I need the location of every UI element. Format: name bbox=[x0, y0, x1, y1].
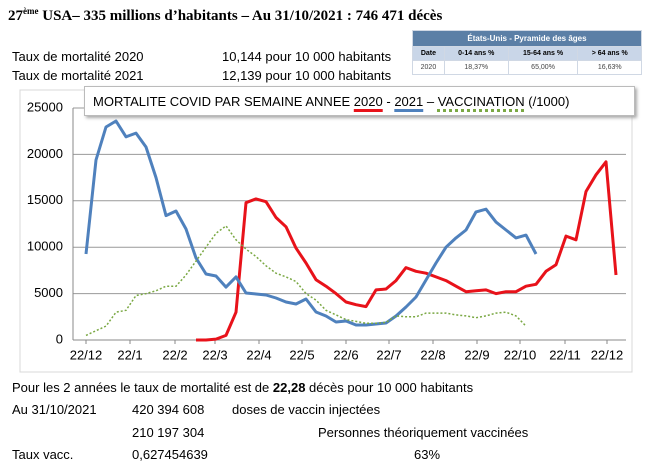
x-tick-label: 22/8 bbox=[420, 347, 445, 362]
stat-value: 10,144 pour 10 000 habitants bbox=[222, 49, 392, 64]
chart-legend: MORTALITE COVID PAR SEMAINE ANNEE 2020 -… bbox=[84, 86, 635, 116]
legend-entry: 2021 bbox=[394, 94, 424, 109]
footer-label: Taux vacc. bbox=[12, 447, 74, 462]
header-title: USA– 335 millions d’habitants – Au 31/10… bbox=[42, 8, 443, 24]
x-tick-label: 22/1 bbox=[117, 347, 142, 362]
table-header: 15-64 ans % bbox=[507, 46, 579, 61]
x-tick-label: 22/12 bbox=[70, 347, 103, 362]
table-header: > 64 ans % bbox=[577, 46, 642, 61]
series-line bbox=[196, 160, 618, 342]
legend-entry: 2020 bbox=[353, 94, 383, 109]
x-tick-label: 22/6 bbox=[333, 347, 358, 362]
footer-value: 210 197 304 bbox=[132, 425, 205, 440]
rank-suffix: ème bbox=[23, 6, 39, 16]
y-tick-label: 15000 bbox=[27, 192, 63, 207]
separator: – bbox=[426, 94, 435, 109]
x-tick-label: 22/12 bbox=[591, 347, 624, 362]
x-tick-label: 22/7 bbox=[376, 347, 401, 362]
table-cell: 65,00% bbox=[507, 60, 579, 75]
title-suffix: (/1000) bbox=[528, 94, 570, 109]
rate: 22,28 bbox=[272, 380, 306, 395]
footer-text: doses de vaccin injectées bbox=[232, 402, 381, 417]
stat-value: 12,139 pour 10 000 habitants bbox=[222, 68, 392, 83]
x-tick-label: 22/9 bbox=[464, 347, 489, 362]
stat-label: Taux de mortalité 2021 bbox=[12, 68, 144, 83]
chart-title: MORTALITE COVID PAR SEMAINE ANNEE bbox=[93, 94, 351, 109]
x-tick-label: 22/2 bbox=[162, 347, 187, 362]
text: décès pour 10 000 habitants bbox=[305, 380, 474, 395]
footer-value: 420 394 608 bbox=[132, 402, 205, 417]
table-header: Date bbox=[412, 46, 445, 61]
text: Pour les 2 années le taux de mortalité e… bbox=[12, 380, 273, 395]
table-cell: 16,63% bbox=[577, 60, 642, 75]
chart-frame bbox=[19, 89, 633, 373]
age-table: États-Unis - Pyramide des âges Date 0-14 … bbox=[412, 30, 642, 75]
y-tick-label: 0 bbox=[56, 331, 63, 346]
legend-entry: VACCINATION bbox=[437, 94, 525, 109]
series-line bbox=[84, 119, 538, 327]
x-tick-label: 22/5 bbox=[289, 347, 314, 362]
y-tick-label: 20000 bbox=[27, 146, 63, 161]
header: 27ème USA– 335 millions d’habitants – Au… bbox=[8, 6, 442, 25]
x-tick-label: 22/10 bbox=[504, 347, 537, 362]
x-tick-label: 22/4 bbox=[246, 347, 271, 362]
footer-percent: 63% bbox=[414, 447, 441, 462]
rank: 27 bbox=[8, 8, 23, 24]
y-tick-label: 5000 bbox=[34, 285, 63, 300]
table-cell: 2020 bbox=[412, 60, 445, 75]
footer-text: Personnes théoriquement vaccinées bbox=[318, 425, 529, 440]
stat-label: Taux de mortalité 2020 bbox=[12, 49, 144, 64]
x-tick-label: 22/11 bbox=[549, 347, 581, 362]
table-cell: 18,37% bbox=[443, 60, 509, 75]
footer-date: Au 31/10/2021 bbox=[12, 402, 97, 417]
table-title: États-Unis - Pyramide des âges bbox=[412, 30, 642, 47]
y-tick-label: 25000 bbox=[27, 99, 63, 114]
table-header: 0-14 ans % bbox=[443, 46, 509, 61]
footer-line: Pour les 2 années le taux de mortalité e… bbox=[12, 380, 473, 395]
y-tick-label: 10000 bbox=[27, 239, 63, 254]
series-line bbox=[85, 225, 527, 337]
separator: - bbox=[386, 94, 391, 109]
footer-value: 0,627454639 bbox=[132, 447, 208, 462]
x-tick-label: 22/3 bbox=[202, 347, 227, 362]
